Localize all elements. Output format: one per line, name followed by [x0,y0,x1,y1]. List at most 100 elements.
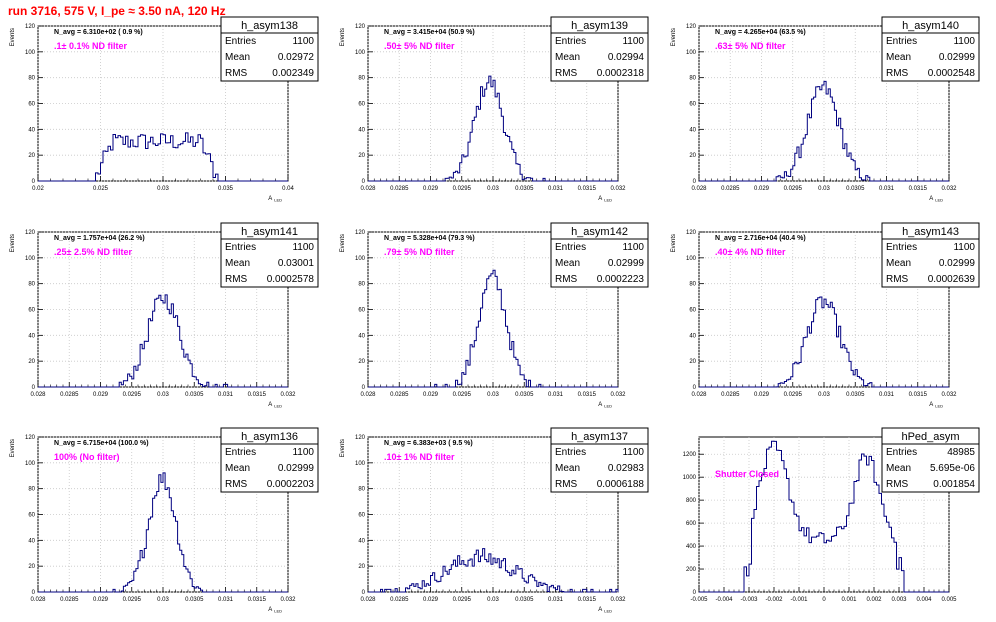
x-tick-label: 0.0305 [515,186,534,192]
x-tick-label: 0.032 [610,186,626,192]
y-tick-label: 80 [28,487,35,493]
stats-label-mean: Mean [886,463,911,474]
y-tick-label: 120 [686,230,697,236]
x-tick-label: 0.0315 [578,186,597,192]
stats-value-entries: 1100 [953,242,975,253]
x-tick-label: 0.031 [879,186,895,192]
x-tick-label: 0.0285 [390,186,409,192]
stats-box-title: h_asym139 [571,20,628,32]
filter-annotation: .1± 0.1% ND filter [54,41,127,51]
x-axis-label: A LED [929,402,943,409]
y-tick-label: 0 [693,590,697,596]
x-axis-label: A LED [598,402,612,409]
x-tick-label: 0.0315 [909,392,928,398]
y-tick-label: 40 [689,127,696,133]
y-tick-label: 60 [689,102,696,108]
y-axis-label: Events [340,28,346,46]
x-tick-label: 0.028 [360,392,376,398]
histogram-panel-h_asym142: 0.028 0.0285 0.029 0.0295 0.03 0.0305 0.031 0.0… [340,222,649,409]
x-axis-label: A LED [929,196,943,203]
x-tick-label: 0.0295 [453,392,472,398]
x-tick-label: 0.0305 [515,392,534,398]
x-tick-label: 0.0295 [123,597,142,603]
stats-value-mean: 0.03001 [278,258,315,269]
stats-value-rms: 0.002349 [272,68,314,79]
y-tick-label: 80 [689,282,696,288]
stats-value-entries: 1100 [622,242,644,253]
x-tick-label: 0.03 [818,186,830,192]
stats-label-rms: RMS [225,274,248,285]
y-tick-label: 120 [25,230,36,236]
stats-value-rms: 0.0002318 [597,68,645,79]
y-tick-label: 40 [28,333,35,339]
stats-label-mean: Mean [225,52,250,63]
stats-box-title: h_asym143 [902,226,959,238]
filter-annotation: .50± 5% ND filter [384,41,455,51]
x-tick-label: -0.005 [690,597,708,603]
x-tick-label: 0.029 [93,392,109,398]
stats-label-entries: Entries [555,36,586,47]
filter-annotation: .63± 5% ND filter [715,41,786,51]
x-axis-label: A LED [598,607,612,614]
y-tick-label: 100 [25,256,36,262]
y-tick-label: 100 [25,50,36,56]
stats-value-entries: 1100 [622,36,644,47]
stats-box-title: h_asym137 [571,431,628,443]
x-tick-label: 0.03 [157,392,169,398]
x-tick-label: 0.0305 [846,392,865,398]
filter-annotation: .25± 2.5% ND filter [54,247,132,257]
y-tick-label: 100 [355,256,366,262]
y-tick-label: 40 [358,333,365,339]
y-tick-label: 120 [25,435,36,441]
x-tick-label: 0 [822,597,826,603]
stats-label-mean: Mean [555,258,580,269]
x-tick-label: 0.0305 [185,392,204,398]
histogram-panel-h_asym141: 0.028 0.0285 0.029 0.0295 0.03 0.0305 0.031 0.0… [10,222,319,409]
x-tick-label: 0.029 [423,392,439,398]
stats-value-entries: 1100 [622,447,644,458]
x-tick-label: 0.032 [610,597,626,603]
stats-box [220,443,319,493]
x-tick-label: -0.003 [740,597,758,603]
y-tick-label: 100 [686,256,697,262]
x-tick-label: 0.0295 [784,186,803,192]
histogram-series [38,132,288,182]
stats-box [550,32,649,82]
x-tick-label: 0.03 [487,186,499,192]
navg-label: N_avg = 3.415e+04 (50.9 %) [384,29,475,36]
x-tick-label: 0.032 [280,392,296,398]
histogram-panel-hPed_asym: -0.005 -0.004 -0.003 -0.002 -0.001 0 0.001 0.00… [683,427,980,603]
histogram-series [699,80,949,182]
y-tick-label: 100 [355,50,366,56]
y-tick-label: 120 [355,230,366,236]
stats-label-rms: RMS [225,479,248,490]
y-axis-label: Events [340,439,346,457]
stats-label-entries: Entries [555,242,586,253]
x-tick-label: 0.032 [610,392,626,398]
filter-annotation: .79± 5% ND filter [384,247,455,257]
histogram-series [699,296,949,388]
y-tick-label: 80 [358,282,365,288]
filter-annotation: Shutter Closed [715,469,779,479]
x-tick-label: 0.04 [282,186,294,192]
y-tick-label: 60 [358,102,365,108]
stats-label-mean: Mean [555,52,580,63]
x-tick-label: 0.03 [157,597,169,603]
x-tick-label: 0.028 [360,186,376,192]
stats-box-title: h_asym136 [241,431,298,443]
stats-box [881,238,980,288]
x-tick-label: 0.028 [30,392,46,398]
stats-value-rms: 0.001854 [933,479,975,490]
y-tick-label: 40 [689,333,696,339]
navg-label: N_avg = 6.715e+04 (100.0 %) [54,440,149,447]
stats-value-mean: 0.02999 [608,258,645,269]
x-tick-label: 0.004 [916,597,932,603]
y-tick-label: 20 [28,153,35,159]
x-axis-label: A LED [598,196,612,203]
x-tick-label: 0.0315 [578,392,597,398]
stats-label-rms: RMS [555,274,578,285]
y-tick-label: 0 [32,179,36,185]
stats-value-rms: 0.0002223 [597,274,645,285]
stats-box [550,443,649,493]
stats-label-rms: RMS [886,274,909,285]
